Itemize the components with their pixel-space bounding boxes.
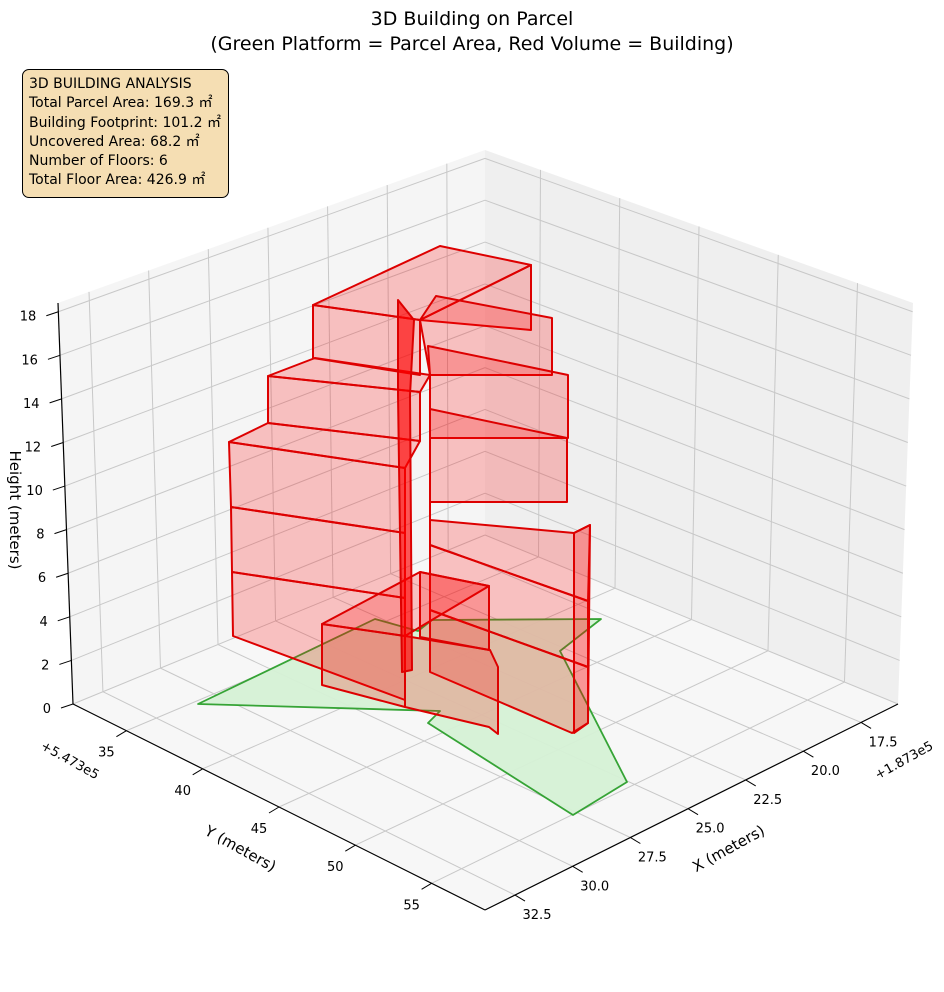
y-gridline-floor bbox=[431, 681, 845, 884]
x-tick-label: 22.5 bbox=[753, 793, 782, 808]
z-tick-label: 0 bbox=[43, 702, 51, 717]
chart-subtitle: (Green Platform = Parcel Area, Red Volum… bbox=[210, 33, 733, 55]
z-tick-mark bbox=[59, 659, 72, 665]
z-gridline bbox=[63, 283, 486, 443]
z-tick-mark bbox=[60, 703, 74, 709]
x-tick-mark bbox=[803, 750, 814, 758]
y-tick-mark bbox=[421, 882, 432, 890]
z-tick-mark bbox=[54, 529, 67, 535]
grid-lines bbox=[58, 157, 913, 896]
chart-title: 3D Building on Parcel bbox=[371, 8, 574, 30]
x-tick-mark bbox=[572, 865, 583, 873]
x-gridline-wall bbox=[88, 291, 104, 692]
x-tick-label: 17.5 bbox=[869, 735, 898, 750]
x-tick-label: 27.5 bbox=[638, 850, 667, 865]
info-footprint: Building Footprint: 101.2 ㎡ bbox=[29, 114, 222, 131]
z-gridline bbox=[69, 450, 486, 618]
z-tick-label: 10 bbox=[26, 484, 43, 499]
y-axis-label: Y (meters) bbox=[201, 821, 279, 875]
y-gridline-wall bbox=[843, 283, 859, 683]
pane-right bbox=[485, 150, 913, 704]
z-gridline bbox=[64, 325, 486, 487]
z-tick-mark bbox=[49, 398, 62, 404]
y-tick-label: 55 bbox=[403, 898, 420, 913]
building-face-right-mid bbox=[429, 408, 568, 503]
y-gridline-wall bbox=[767, 254, 779, 651]
x-tick-label: 30.0 bbox=[580, 879, 609, 894]
building-volume bbox=[228, 245, 591, 735]
z-axis-line bbox=[57, 302, 74, 705]
z-tick-mark bbox=[57, 616, 70, 622]
building-annex-right bbox=[419, 571, 490, 651]
x-tick-mark bbox=[860, 721, 872, 729]
z-tick-label: 8 bbox=[36, 528, 44, 543]
x-tick-label: 20.0 bbox=[811, 764, 840, 779]
info-uncovered-area: Uncovered Area: 68.2 ㎡ bbox=[29, 133, 200, 150]
building-face-right-cap bbox=[419, 295, 553, 376]
x-gridline-wall bbox=[386, 185, 392, 574]
analysis-info-box: 3D BUILDING ANALYSIS Total Parcel Area: … bbox=[22, 69, 229, 198]
z-tick-mark bbox=[55, 572, 69, 578]
y-tick-label: 50 bbox=[327, 860, 344, 875]
z-gridline bbox=[71, 492, 486, 661]
x-tick-label: 32.5 bbox=[523, 908, 552, 923]
info-heading: 3D BUILDING ANALYSIS bbox=[29, 76, 192, 92]
z-gridline bbox=[58, 157, 486, 313]
info-floors: Number of Floors: 6 bbox=[29, 153, 168, 170]
x-gridline-wall bbox=[148, 270, 161, 669]
z-gridline bbox=[72, 534, 486, 705]
x-gridline-wall bbox=[446, 163, 449, 551]
z-gridline bbox=[67, 408, 486, 574]
z-tick-mark bbox=[47, 354, 61, 360]
z-tick-label: 12 bbox=[25, 440, 42, 455]
y-gridline-wall bbox=[614, 198, 621, 589]
z-gridline bbox=[61, 241, 486, 400]
x-tick-mark bbox=[745, 779, 756, 787]
z-tick-label: 6 bbox=[38, 571, 46, 586]
tick-labels: 0 2 4 6 8 10 12 14 16 18 17.5 20.0 22.5 25.0 27.5 30.0 3… bbox=[20, 310, 898, 923]
x-tick-mark bbox=[687, 808, 699, 816]
x-tick-mark bbox=[514, 894, 526, 902]
z-tick-mark bbox=[51, 442, 64, 447]
z-tick-label: 4 bbox=[39, 615, 47, 630]
building-face-top-right bbox=[419, 264, 532, 331]
x-axis-line bbox=[484, 703, 899, 911]
x-gridline-wall bbox=[207, 249, 219, 645]
x-tick-mark bbox=[630, 837, 641, 844]
z-tick-label: 2 bbox=[41, 658, 49, 673]
info-floor-area: Total Floor Area: 426.9 ㎡ bbox=[29, 172, 206, 189]
x-gridline-wall bbox=[327, 206, 334, 598]
z-tick-mark bbox=[46, 311, 59, 317]
y-gridline-wall bbox=[538, 169, 541, 557]
y-axis-line bbox=[72, 703, 486, 911]
y-gridline-wall bbox=[691, 226, 700, 620]
y-tick-mark bbox=[345, 844, 356, 852]
y-offset-label: +5.473e5 bbox=[38, 739, 102, 783]
y-tick-mark bbox=[192, 768, 203, 776]
building-face-corner bbox=[573, 524, 591, 734]
x-tick-label: 25.0 bbox=[696, 822, 725, 837]
building-core-column bbox=[397, 299, 415, 673]
y-tick-label: 35 bbox=[98, 746, 115, 761]
z-tick-label: 14 bbox=[23, 397, 40, 412]
z-tick-label: 18 bbox=[20, 310, 37, 325]
y-tick-mark bbox=[116, 730, 127, 738]
y-tick-label: 45 bbox=[251, 822, 268, 837]
y-tick-mark bbox=[268, 806, 280, 814]
axes-lines bbox=[46, 302, 899, 911]
z-gridline bbox=[59, 199, 486, 356]
info-parcel-area: Total Parcel Area: 169.3 ㎡ bbox=[29, 95, 213, 112]
z-tick-mark bbox=[52, 485, 66, 491]
z-tick-label: 16 bbox=[21, 353, 38, 368]
y-tick-label: 40 bbox=[174, 784, 191, 799]
building-annex-wing bbox=[404, 635, 499, 735]
z-axis-label: Height (meters) bbox=[6, 451, 24, 570]
